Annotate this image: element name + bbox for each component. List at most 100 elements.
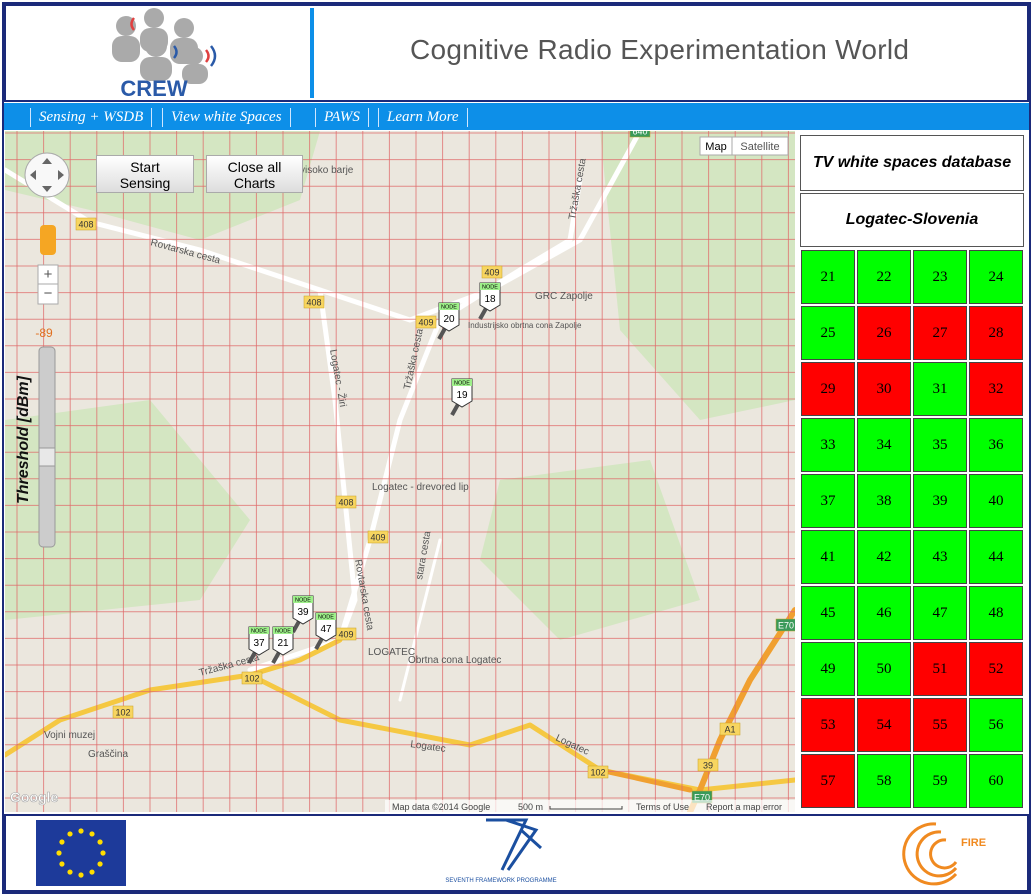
start-sensing-button[interactable]: Start Sensing [96,155,194,193]
channel-cell[interactable]: 53 [801,698,855,752]
place-label: GRC Zapolje [535,291,593,302]
channel-cell[interactable]: 42 [857,530,911,584]
road-shield [415,315,437,329]
channel-cell[interactable]: 41 [801,530,855,584]
channel-cell[interactable]: 28 [969,306,1023,360]
channel-cell[interactable]: 54 [857,698,911,752]
nav-item[interactable]: View white Spaces [162,108,291,127]
nav-item[interactable]: Learn More [378,108,468,127]
channel-cell[interactable]: 33 [801,418,855,472]
road-shield [335,495,357,509]
report-link[interactable]: Report a map error [706,802,782,812]
channel-cell[interactable]: 30 [857,362,911,416]
threshold-slider[interactable] [38,346,56,548]
node-label: NODE [295,598,311,604]
nav-item[interactable]: PAWS [315,108,369,127]
channel-cell[interactable]: 52 [969,642,1023,696]
road-shield [303,295,325,309]
channel-cell[interactable]: 22 [857,250,911,304]
channel-cell[interactable]: 48 [969,586,1023,640]
channel-cell[interactable]: 36 [969,418,1023,472]
channel-cell[interactable]: 23 [913,250,967,304]
road-label: 409 [338,630,353,640]
road-label: 408 [306,298,321,308]
channel-cell[interactable]: 60 [969,754,1023,808]
channel-cell[interactable]: 56 [969,698,1023,752]
channel-cell[interactable]: 50 [857,642,911,696]
channel-cell[interactable]: 57 [801,754,855,808]
map-data: Map data ©2014 Google [392,802,490,812]
channel-number: 51 [932,661,948,677]
channel-number: 27 [932,325,948,341]
node-id: 37 [253,638,265,649]
eu-star [56,850,62,856]
channel-number: 47 [932,605,948,621]
channel-cell[interactable]: 37 [801,474,855,528]
channel-cell[interactable]: 35 [913,418,967,472]
threshold-value: -89 [35,326,53,340]
channel-cell[interactable]: 34 [857,418,911,472]
channel-cell[interactable]: 55 [913,698,967,752]
channel-cell[interactable]: 58 [857,754,911,808]
node-id: 19 [456,390,468,401]
channel-cell[interactable]: 29 [801,362,855,416]
channel-cell[interactable]: 44 [969,530,1023,584]
logo-people [112,8,208,84]
channel-cell[interactable]: 47 [913,586,967,640]
channel-cell[interactable]: 26 [857,306,911,360]
channel-cell[interactable]: 45 [801,586,855,640]
channel-cell[interactable]: 46 [857,586,911,640]
channel-cell[interactable]: 31 [913,362,967,416]
pegman[interactable] [40,225,56,255]
header-divider [310,8,314,98]
place-label: Logatec [410,739,447,755]
zoom-out[interactable] [37,283,59,305]
channel-number: 23 [932,269,948,285]
channel-number: 36 [988,437,1004,453]
place-label: LOGATEC [368,647,415,658]
nav-bar: Sensing + WSDB View white Spaces PAWS Learn… [4,103,1029,130]
road-label: 102 [244,674,259,684]
attribution-bar [385,800,795,812]
eu-stars [56,828,106,878]
channel-number: 38 [876,493,892,509]
channel-number: 37 [820,493,836,509]
channel-cell[interactable]: 25 [801,306,855,360]
nodes: NODE 20 NODE 18 NODE 19 NODE 39 NODE 37 NODE 21 NODE… [247,282,501,664]
eu-star [97,839,103,845]
road-shield [697,758,719,772]
channel-number: 45 [820,605,836,621]
channel-cell[interactable]: 21 [801,250,855,304]
eu-star [78,828,84,834]
close-charts-button[interactable]: Close all Charts [206,155,303,193]
terms-link[interactable]: Terms of Use [636,802,689,812]
channel-cell[interactable]: 51 [913,642,967,696]
channel-number: 24 [988,269,1004,285]
channel-number: 42 [876,549,892,565]
channel-number: 49 [820,661,836,677]
channel-number: 50 [876,661,892,677]
place-label: Obrtna cona Logatec [408,655,501,666]
channel-cell[interactable]: 49 [801,642,855,696]
channel-number: 25 [820,325,836,341]
nav-item[interactable]: Sensing + WSDB [30,108,153,127]
place-label: Graščina [88,749,128,760]
node-header [439,303,459,310]
channel-number: 32 [988,381,1004,397]
channel-cell[interactable]: 59 [913,754,967,808]
channel-cell[interactable]: 38 [857,474,911,528]
channel-cell[interactable]: 27 [913,306,967,360]
pan-control[interactable] [24,152,70,198]
slider-handle[interactable] [38,447,56,467]
map-scale: 500 m [518,802,543,812]
node-id: 47 [320,624,332,635]
channel-cell[interactable]: 40 [969,474,1023,528]
google-logo: Google [10,789,58,805]
node-label: NODE [482,285,498,291]
channel-cell[interactable]: 39 [913,474,967,528]
channel-cell[interactable]: 43 [913,530,967,584]
map: 408 408 408 409 409 409 409 102 102 102 A1 39 E70 E70… [5,131,795,812]
channel-cell[interactable]: 24 [969,250,1023,304]
map-type-satellite[interactable] [731,136,789,156]
channel-cell[interactable]: 32 [969,362,1023,416]
